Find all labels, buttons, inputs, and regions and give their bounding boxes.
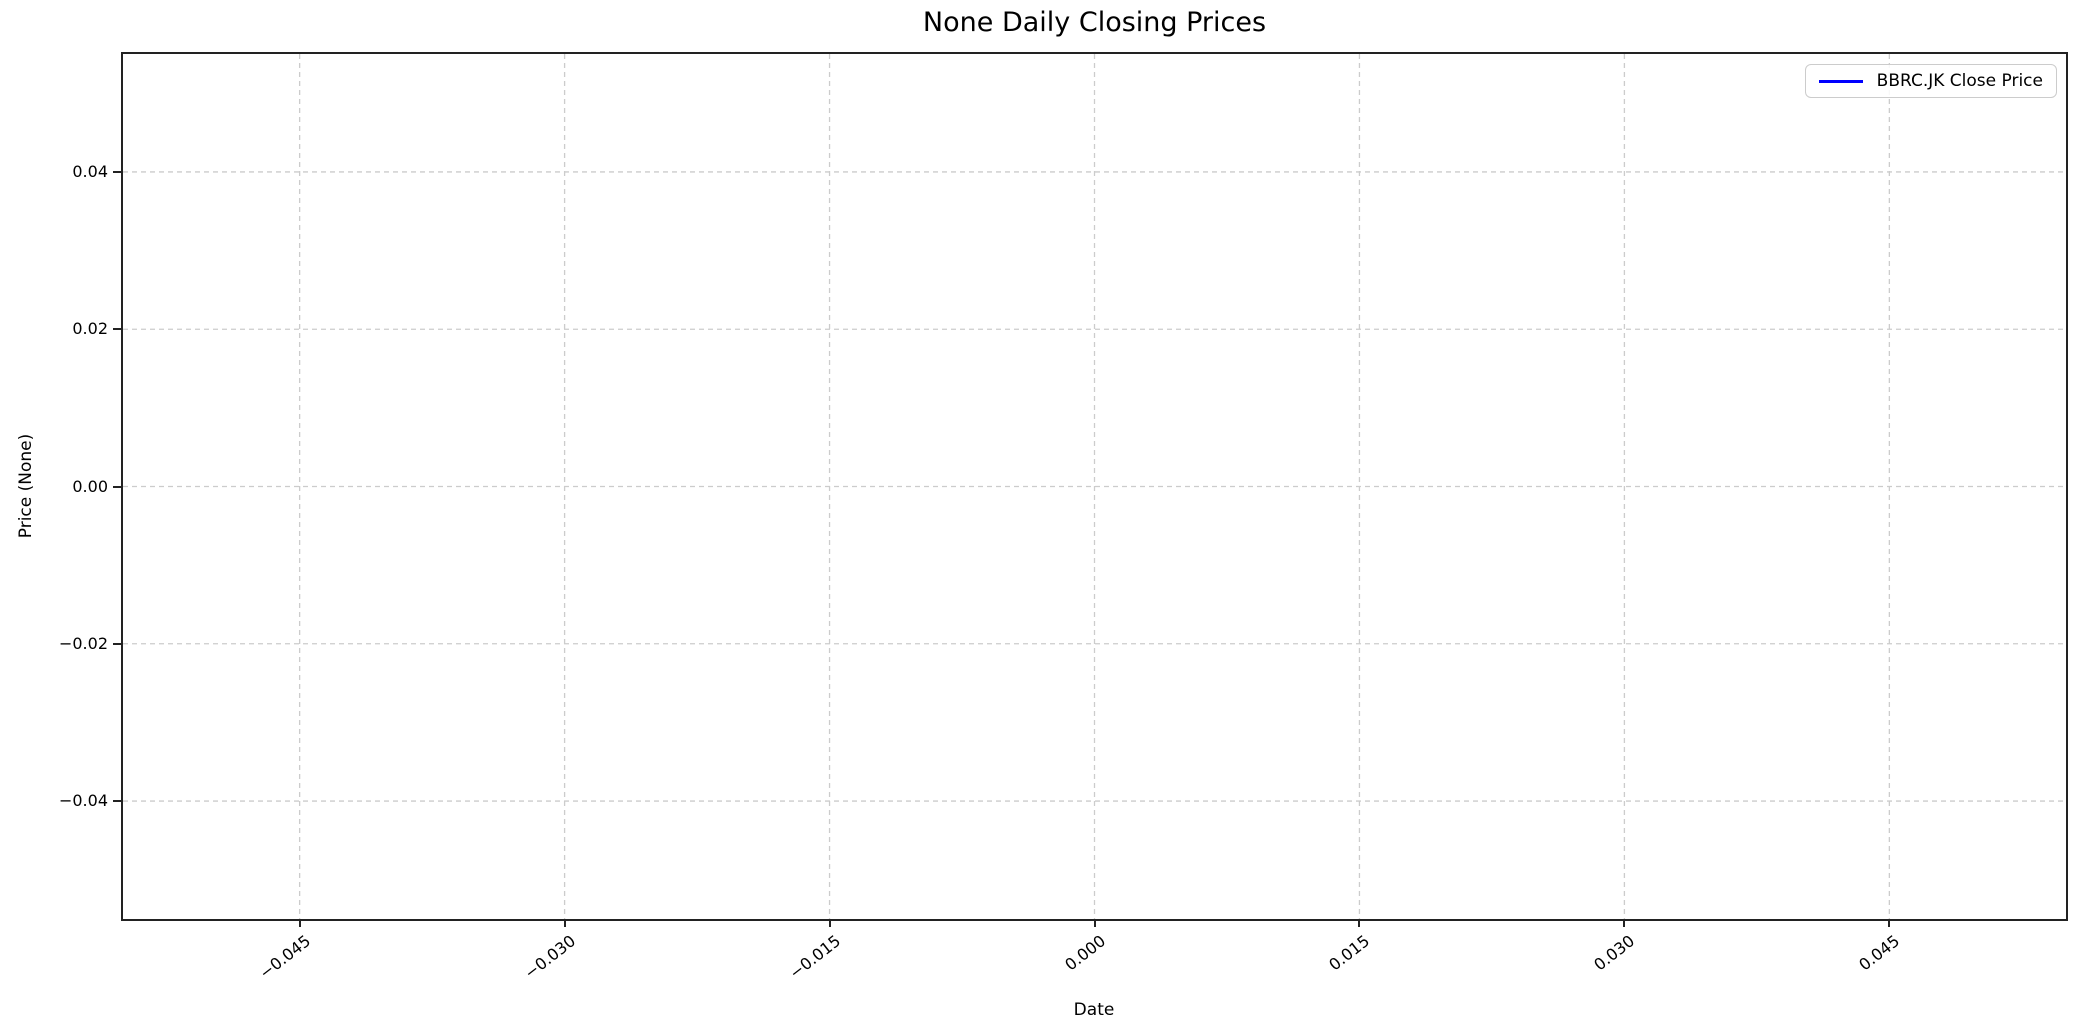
y-tick-label: 0.00 — [72, 476, 108, 496]
y-tick-mark — [113, 642, 121, 645]
x-tick-mark — [1623, 919, 1626, 927]
x-tick-mark — [298, 919, 301, 927]
x-tick-label: 0.015 — [1325, 931, 1374, 975]
legend: BBRC.JK Close Price — [1804, 64, 2057, 98]
y-tick-mark — [113, 328, 121, 331]
y-tick-mark — [113, 800, 121, 803]
x-tick-mark — [1358, 919, 1361, 927]
x-axis-label: Date — [1073, 1000, 1115, 1020]
chart-title: None Daily Closing Prices — [922, 7, 1267, 38]
x-tick-mark — [1888, 919, 1891, 927]
y-axis-label: Price (None) — [16, 433, 36, 539]
x-tick-label: 0.045 — [1855, 931, 1904, 975]
plot-area: BBRC.JK Close Price — [121, 52, 2068, 921]
x-tick-mark — [1093, 919, 1096, 927]
y-tick-label: 0.02 — [72, 319, 108, 339]
x-tick-label: −0.015 — [785, 931, 844, 983]
x-tick-label: 0.000 — [1060, 931, 1109, 975]
y-tick-label: −0.02 — [58, 633, 108, 653]
y-tick-mark — [113, 485, 121, 488]
legend-line-sample — [1818, 79, 1863, 83]
x-tick-mark — [563, 919, 566, 927]
gridlines-layer — [123, 54, 2066, 919]
x-tick-label: −0.045 — [255, 931, 314, 983]
legend-label: BBRC.JK Close Price — [1876, 71, 2043, 91]
x-tick-label: −0.030 — [520, 931, 579, 983]
y-tick-label: −0.04 — [58, 791, 108, 811]
x-tick-label: 0.030 — [1590, 931, 1639, 975]
y-tick-label: 0.04 — [72, 161, 108, 181]
y-tick-mark — [113, 170, 121, 173]
x-tick-mark — [828, 919, 831, 927]
